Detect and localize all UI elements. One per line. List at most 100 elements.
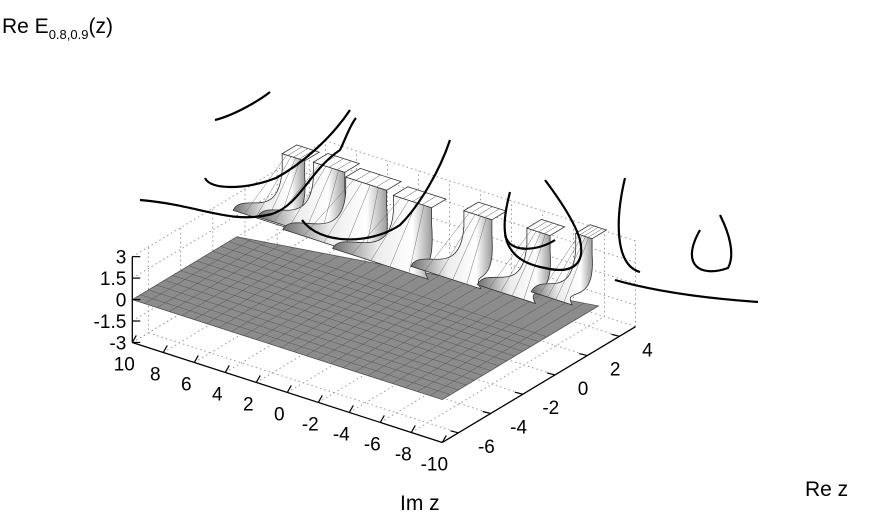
contour-line xyxy=(301,139,452,241)
contour-line xyxy=(614,278,759,304)
mesh-line xyxy=(140,294,451,395)
mesh-line xyxy=(228,241,539,342)
mesh-line xyxy=(206,253,324,324)
mesh-line xyxy=(355,286,498,372)
re-axis-line xyxy=(441,326,636,444)
cap-mesh xyxy=(336,160,352,170)
pole-mesh xyxy=(323,182,363,243)
pole-mesh xyxy=(466,217,487,285)
re-tick-label: -2 xyxy=(542,398,559,419)
mesh-line xyxy=(156,242,267,308)
re-tick-mark xyxy=(482,410,491,415)
contour-line xyxy=(214,91,271,122)
z-axis-title: Re E0.8,0.9(z) xyxy=(2,15,113,42)
contour-line xyxy=(203,109,351,189)
pole xyxy=(282,167,403,264)
pole-mesh xyxy=(303,179,355,237)
cap-mesh xyxy=(366,174,381,184)
cap-mesh xyxy=(579,225,595,235)
pole-mesh xyxy=(452,216,481,280)
mesh-line xyxy=(212,251,523,352)
mesh-line xyxy=(204,255,515,357)
mesh-line xyxy=(330,280,469,364)
im-tick-mark xyxy=(224,365,230,373)
mesh-line xyxy=(194,250,310,320)
mesh-line xyxy=(442,305,599,400)
im-tick-label: 6 xyxy=(181,374,192,395)
mesh-line xyxy=(280,269,411,348)
mesh-line xyxy=(196,260,507,362)
pole-mesh xyxy=(523,233,546,300)
cap-mesh xyxy=(587,228,603,238)
cap-mesh xyxy=(293,148,309,158)
mesh-line xyxy=(169,244,281,312)
im-tick-mark xyxy=(255,375,261,383)
z-tick-label: -3 xyxy=(109,333,126,354)
cap-mesh xyxy=(538,222,554,233)
im-tick-label: -2 xyxy=(302,414,319,435)
mesh-line xyxy=(218,255,339,328)
contour-lines xyxy=(139,91,759,304)
im-tick-mark xyxy=(317,395,323,403)
im-tick-label: 2 xyxy=(243,394,254,415)
cap-mesh xyxy=(477,206,493,216)
im-tick-label: 4 xyxy=(212,384,223,405)
cap-mesh xyxy=(376,178,391,188)
grid-line xyxy=(147,247,459,434)
mesh-line xyxy=(392,294,541,384)
pole-mesh xyxy=(438,214,476,276)
pole xyxy=(410,201,508,290)
x-axis-title: Im z xyxy=(400,492,440,515)
cap-mesh xyxy=(298,150,314,160)
re-tick-labels: -6 -4 -2 024 xyxy=(450,333,653,458)
im-tick-mark xyxy=(379,415,385,423)
mesh-line xyxy=(172,275,483,376)
mesh-line xyxy=(243,261,368,336)
im-tick-label: 10 xyxy=(114,354,135,375)
cap-mesh xyxy=(544,224,559,234)
cap-mesh xyxy=(470,204,486,214)
im-tick-label: 0 xyxy=(274,404,285,425)
pole xyxy=(476,218,566,305)
mesh-line xyxy=(132,299,443,400)
mesh-line xyxy=(429,302,585,396)
im-tick-label: -8 xyxy=(395,444,412,465)
re-tick-label: -4 xyxy=(510,418,527,439)
cap-mesh xyxy=(329,158,344,168)
pole-mesh xyxy=(288,166,327,228)
re-tick-label: 4 xyxy=(642,340,653,361)
cap-mesh xyxy=(532,221,548,231)
im-tick-mark xyxy=(441,435,447,443)
im-tick-mark xyxy=(348,405,354,413)
mesh-line xyxy=(180,270,491,371)
mesh-line xyxy=(236,236,548,338)
re-tick-mark xyxy=(579,353,588,357)
pole-mesh xyxy=(244,154,287,215)
pole-mesh xyxy=(488,229,532,289)
mesh-line xyxy=(293,272,426,352)
im-tick-mark xyxy=(286,385,292,393)
surface-plane xyxy=(131,236,600,401)
re-tick-mark xyxy=(546,372,556,376)
contour-line xyxy=(690,214,733,273)
im-tick-mark xyxy=(131,335,137,343)
mesh-line xyxy=(188,265,499,367)
im-tick-mark xyxy=(193,355,199,363)
mesh-line xyxy=(164,280,475,381)
grid-line xyxy=(411,230,605,433)
pole-mesh xyxy=(511,232,542,296)
z-tick-label: 3 xyxy=(116,248,127,269)
mesh-line xyxy=(220,246,531,347)
re-tick-mark xyxy=(450,430,459,434)
cap-mesh xyxy=(583,227,599,237)
pole-mesh xyxy=(424,212,470,271)
mesh-line xyxy=(305,275,440,356)
z-tick-label: -1.5 xyxy=(94,312,127,333)
cap-mesh xyxy=(355,171,371,181)
contour-line xyxy=(139,117,357,219)
y-axis-title: Re z xyxy=(805,478,848,501)
re-tick-label: 0 xyxy=(578,379,589,400)
im-tick-label: -6 xyxy=(364,434,381,455)
z-tick-label: 1.5 xyxy=(100,269,126,290)
